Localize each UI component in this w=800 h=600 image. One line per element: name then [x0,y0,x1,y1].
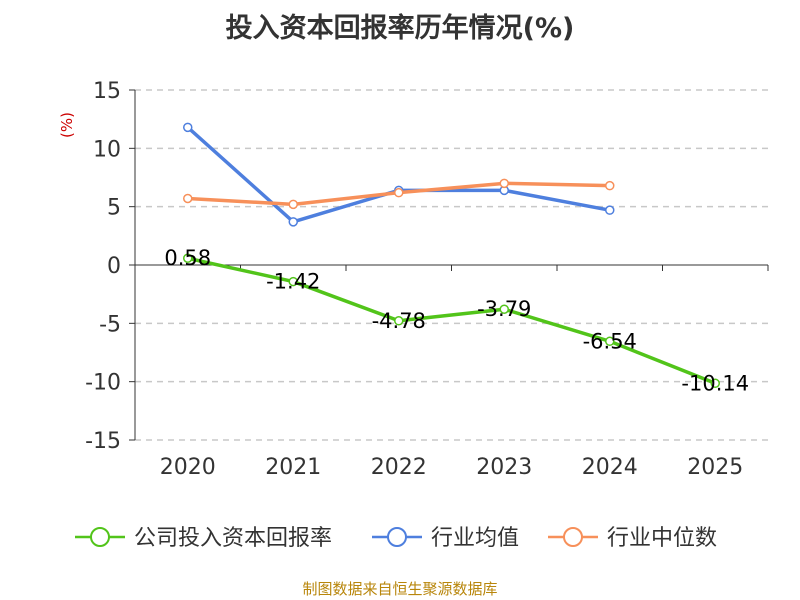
data-label: -4.78 [372,309,426,333]
data-point[interactable] [605,336,615,347]
x-tick-label: 2023 [476,455,532,480]
legend-item[interactable]: 行业均值 [372,526,519,551]
data-label: -3.79 [477,297,531,321]
data-point[interactable] [183,193,193,204]
legend-label: 行业中位数 [607,526,717,551]
y-axis-unit: (%) [58,112,76,138]
data-point[interactable] [183,122,193,133]
data-label: -1.42 [266,270,320,294]
y-axis: -15 -10 -5 0 5 10 15 (%) [58,79,136,454]
data-label: -10.14 [681,371,749,395]
x-tick-label: 2020 [160,455,216,480]
y-tick-label: 15 [93,79,121,104]
data-point[interactable] [394,187,404,198]
legend-marker [563,527,583,547]
x-tick-label: 2025 [687,455,743,480]
data-point[interactable] [288,199,298,210]
data-point[interactable] [288,217,298,227]
data-label: 0.58 [164,246,211,270]
data-point[interactable] [288,276,298,287]
data-point[interactable] [710,378,720,389]
series-line [186,126,611,224]
y-tick-label: 5 [107,196,121,221]
source-footer: 制图数据来自恒生聚源数据库 [302,580,498,598]
data-point[interactable] [605,180,615,191]
data-point[interactable] [605,205,615,215]
legend-label: 公司投入资本回报率 [134,526,332,551]
data-label: -6.54 [583,329,637,353]
x-tick-label: 2021 [265,455,321,480]
data-point[interactable] [499,178,509,189]
data-point[interactable] [499,304,509,314]
series-line [187,256,716,385]
x-tick-label: 2022 [371,455,427,480]
data-point[interactable] [183,253,193,263]
x-axis: 2020 2021 2022 2023 2024 2025 [134,264,769,480]
y-tick-label: -5 [99,312,121,337]
legend-marker [387,527,407,547]
legend-item[interactable]: 行业中位数 [548,526,717,551]
y-tick-label: -15 [85,429,121,454]
chart-title: 投入资本回报率历年情况(%) [225,13,575,44]
x-tick-label: 2024 [582,455,638,480]
series-lines [183,122,720,389]
legend: 公司投入资本回报率 行业均值 行业中位数 [75,526,717,551]
data-labels: 0.58 -1.42 -4.78 -3.79 -6.54 -10.14 [164,246,749,395]
y-tick-label: 0 [107,254,121,279]
y-tick-label: 10 [93,137,121,162]
legend-label: 行业均值 [431,526,519,551]
legend-marker [90,527,110,547]
y-tick-label: -10 [85,371,121,396]
legend-item[interactable]: 公司投入资本回报率 [75,526,332,551]
data-point[interactable] [394,316,404,326]
